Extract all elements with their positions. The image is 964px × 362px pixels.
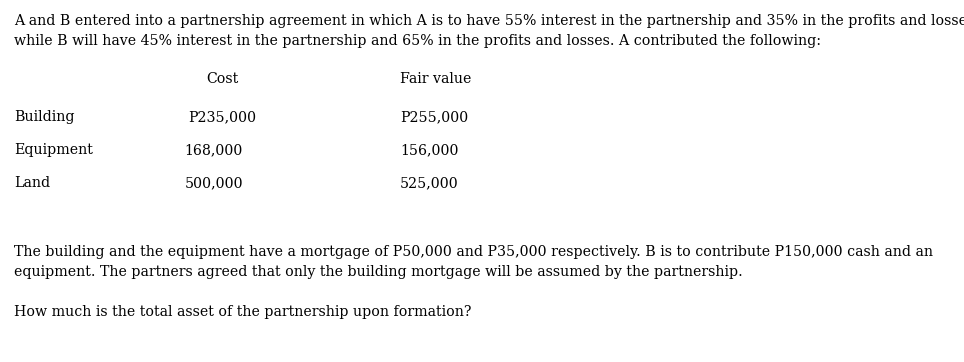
Text: The building and the equipment have a mortgage of P50,000 and P35,000 respective: The building and the equipment have a mo…: [14, 245, 933, 259]
Text: Fair value: Fair value: [400, 72, 471, 86]
Text: 525,000: 525,000: [400, 176, 459, 190]
Text: 500,000: 500,000: [185, 176, 243, 190]
Text: Equipment: Equipment: [14, 143, 93, 157]
Text: equipment. The partners agreed that only the building mortgage will be assumed b: equipment. The partners agreed that only…: [14, 265, 742, 279]
Text: Land: Land: [14, 176, 50, 190]
Text: 168,000: 168,000: [185, 143, 243, 157]
Text: P255,000: P255,000: [400, 110, 469, 124]
Text: P235,000: P235,000: [188, 110, 256, 124]
Text: How much is the total asset of the partnership upon formation?: How much is the total asset of the partn…: [14, 305, 471, 319]
Text: Building: Building: [14, 110, 74, 124]
Text: 156,000: 156,000: [400, 143, 459, 157]
Text: while B will have 45% interest in the partnership and 65% in the profits and los: while B will have 45% interest in the pa…: [14, 34, 821, 48]
Text: A and B entered into a partnership agreement in which A is to have 55% interest : A and B entered into a partnership agree…: [14, 14, 964, 28]
Text: Cost: Cost: [206, 72, 238, 86]
